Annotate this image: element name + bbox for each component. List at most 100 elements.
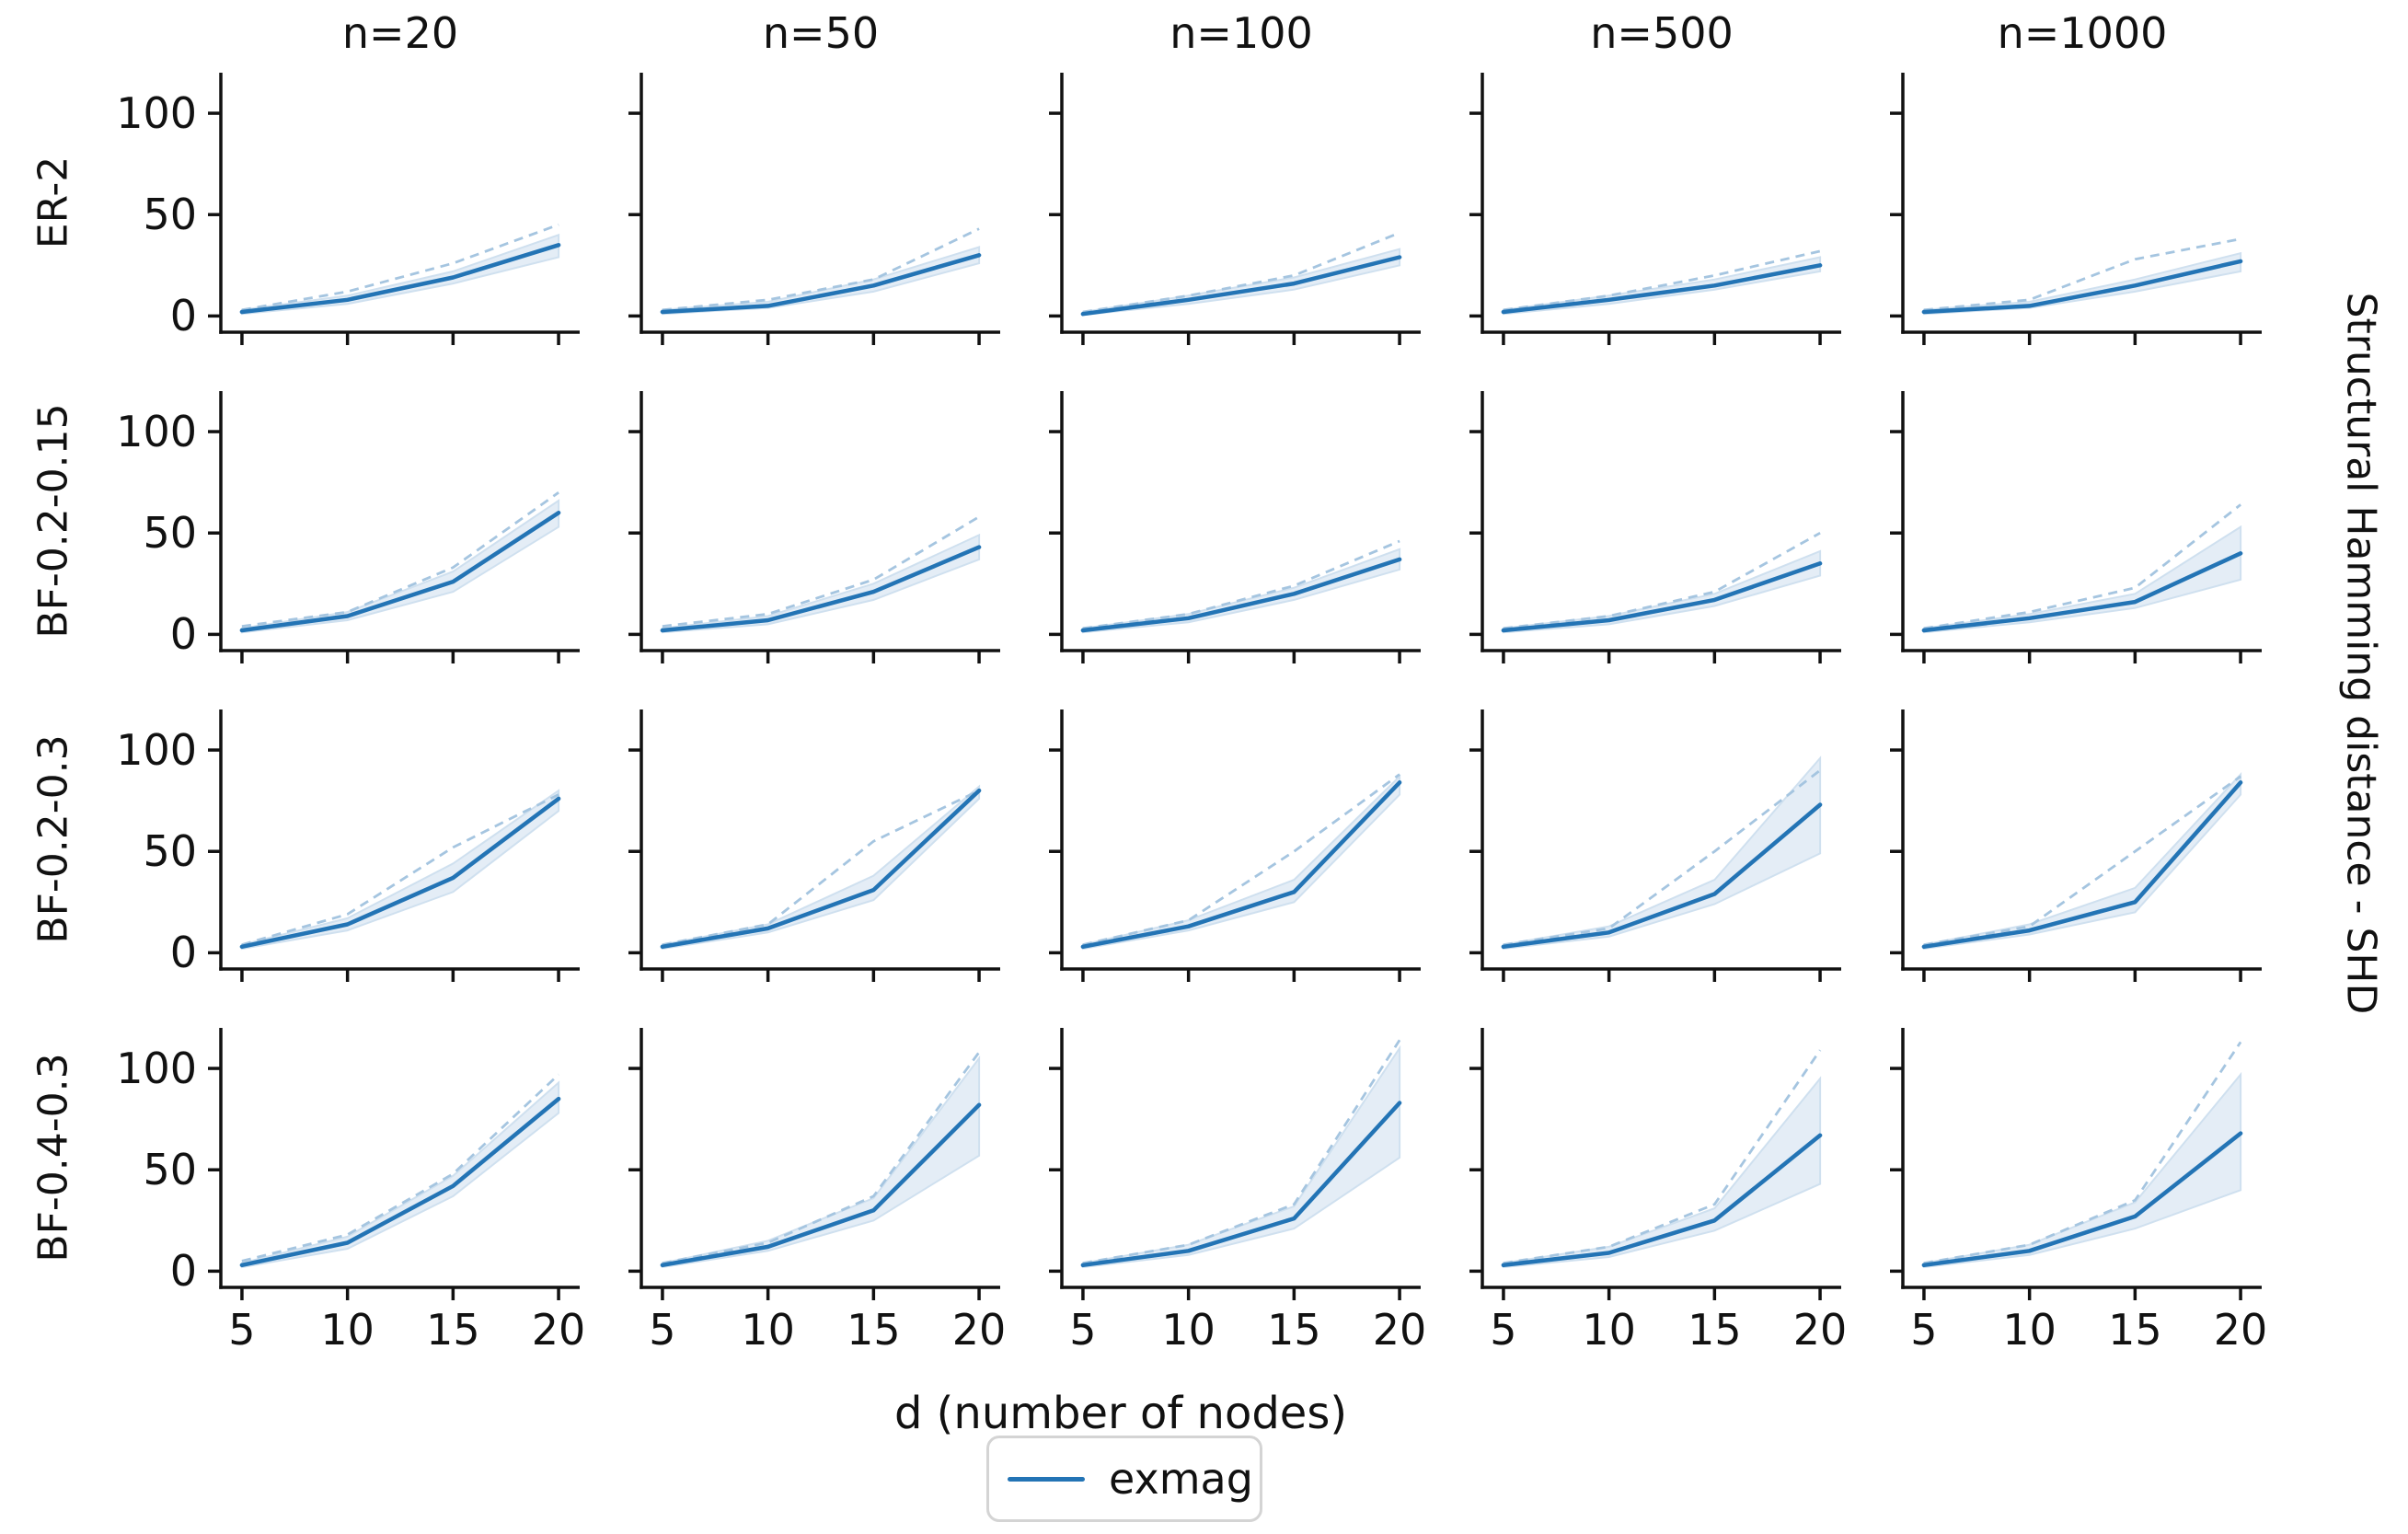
exmag-line (1080, 255, 1402, 317)
dashed-reference-line (1503, 249, 1821, 312)
exmag-line (239, 1096, 561, 1268)
col-title-n100: n=100 (1169, 8, 1313, 58)
dashed-reference-line (1923, 237, 2241, 312)
dashed-reference-line (1082, 773, 1400, 946)
exmag-line (1921, 780, 2243, 950)
ci-band (240, 233, 560, 316)
y-tick-label: 0 (169, 609, 197, 660)
subplot-ER-2-n=500 (1469, 73, 1841, 345)
x-tick-label: 15 (2108, 1305, 2162, 1355)
subplot-ER-2-n=50 (628, 73, 1000, 345)
exmag-line (239, 510, 561, 633)
y-tick-label: 0 (169, 928, 197, 978)
exmag-line (1921, 551, 2243, 633)
subplot-BF-0.2-0.3-n=50 (628, 709, 1000, 982)
ci-band (661, 784, 981, 951)
y-tick-label: 50 (143, 508, 197, 559)
ci-band (1081, 548, 1401, 634)
x-tick-label: 15 (1267, 1305, 1321, 1355)
x-tick-label: 20 (531, 1305, 586, 1355)
subplot-BF-0.2-0.15-n=50 (628, 391, 1000, 663)
x-tick-label: 20 (2213, 1305, 2268, 1355)
dashed-reference-line (241, 793, 559, 946)
ci-band (661, 1055, 981, 1269)
ci-band (1922, 771, 2242, 951)
x-tick-label: 10 (2002, 1305, 2057, 1355)
subplot-BF-0.2-0.15-n=500 (1469, 391, 1841, 663)
exmag-line (660, 253, 982, 315)
dashed-reference-line (662, 227, 980, 312)
x-tick-label: 5 (228, 1305, 256, 1355)
y-tick-label: 50 (143, 190, 197, 240)
exmag-line (1501, 802, 1823, 950)
subplot-BF-0.4-0.3-n=50 (628, 1028, 1000, 1300)
col-title-n500: n=500 (1590, 8, 1734, 58)
x-tick-label: 20 (1792, 1305, 1848, 1355)
subplot-ER-2-n=100 (1049, 73, 1421, 345)
legend: exmag (986, 1436, 1262, 1522)
x-tick-label: 15 (847, 1305, 901, 1355)
subplot-BF-0.2-0.3-n=20 (208, 709, 580, 982)
exmag-line (1080, 1101, 1402, 1268)
y-tick-label: 100 (116, 1044, 197, 1094)
y-tick-label: 100 (116, 407, 197, 457)
dashed-reference-line (241, 223, 559, 312)
ci-band (240, 1080, 560, 1269)
x-tick-label: 20 (951, 1305, 1007, 1355)
subplot-BF-0.2-0.15-n=1000 (1890, 391, 2262, 663)
x-tick-label: 5 (1910, 1305, 1938, 1355)
subplot-ER-2-n=20 (208, 73, 580, 345)
dashed-reference-line (241, 491, 559, 628)
legend-exmag-label: exmag (1109, 1454, 1253, 1504)
x-tick-label: 5 (1069, 1305, 1097, 1355)
x-tick-label: 15 (1688, 1305, 1742, 1355)
dashed-reference-line (662, 1051, 981, 1264)
x-tick-label: 10 (1582, 1305, 1636, 1355)
exmag-line (239, 796, 561, 950)
x-tick-label: 5 (649, 1305, 676, 1355)
subplot-BF-0.2-0.3-n=1000 (1890, 709, 2262, 982)
dashed-reference-line (1082, 1039, 1401, 1264)
dashed-reference-line (1082, 539, 1400, 630)
subplot-ER-2-n=1000 (1890, 73, 2262, 345)
subplot-BF-0.4-0.3-n=100 (1049, 1028, 1421, 1300)
dashed-reference-line (1923, 1041, 2242, 1264)
y-tick-label: 0 (169, 291, 197, 341)
y-tick-label: 50 (143, 1145, 197, 1195)
dashed-reference-line (1503, 768, 1821, 946)
exmag-line (1921, 259, 2243, 315)
x-tick-label: 20 (1372, 1305, 1427, 1355)
x-tick-label: 5 (1490, 1305, 1517, 1355)
x-tick-label: 15 (426, 1305, 480, 1355)
dashed-reference-line (241, 1073, 560, 1263)
x-tick-label: 10 (1161, 1305, 1216, 1355)
exmag-line (660, 788, 982, 950)
subplot-BF-0.2-0.3-n=100 (1049, 709, 1421, 982)
exmag-line (1501, 561, 1823, 633)
dashed-reference-line (662, 515, 980, 628)
dashed-reference-line (1923, 503, 2241, 630)
ci-band (1502, 549, 1822, 634)
ci-band (661, 533, 981, 634)
subplot-BF-0.4-0.3-n=20 (208, 1028, 580, 1300)
dashed-reference-line (1503, 531, 1821, 630)
exmag-line (1921, 1131, 2243, 1268)
y-tick-label: 100 (116, 725, 197, 776)
dashed-reference-line (1082, 231, 1400, 314)
col-title-n1000: n=1000 (1997, 8, 2168, 58)
col-title-n50: n=50 (762, 8, 880, 58)
subplot-BF-0.2-0.3-n=500 (1469, 709, 1841, 982)
exmag-line (1501, 1133, 1823, 1268)
dashed-reference-line (662, 789, 980, 946)
y-tick-label: 100 (116, 88, 197, 139)
ci-band (240, 499, 560, 634)
subplot-BF-0.2-0.15-n=100 (1049, 391, 1421, 663)
x-tick-label: 10 (320, 1305, 374, 1355)
y-tick-label: 50 (143, 826, 197, 877)
ci-band (1081, 774, 1401, 951)
exmag-line (1080, 557, 1402, 633)
ci-band (661, 246, 981, 316)
subplot-BF-0.4-0.3-n=500 (1469, 1028, 1841, 1300)
x-tick-label: 10 (741, 1305, 795, 1355)
